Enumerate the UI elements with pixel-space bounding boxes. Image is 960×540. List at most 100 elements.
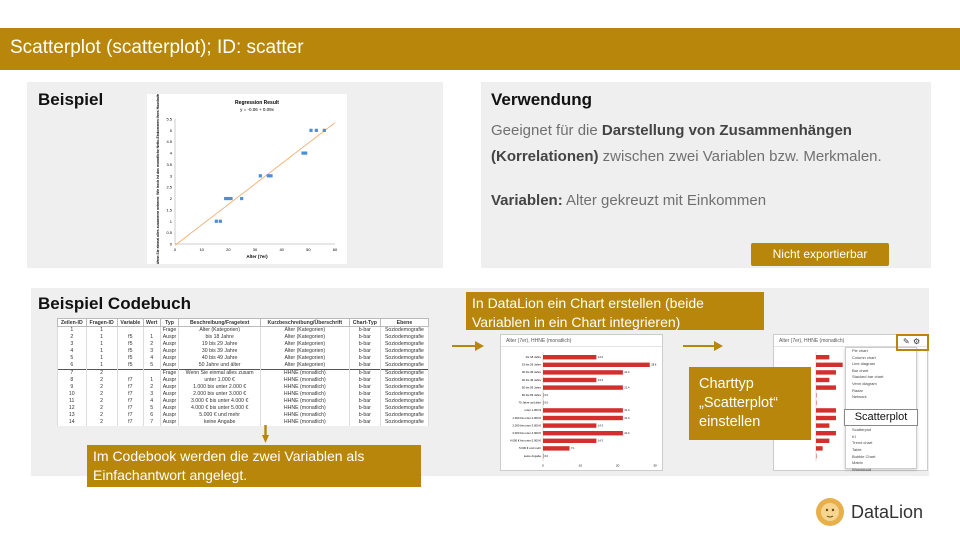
table-cell: HHNE (monatlich) xyxy=(259,418,350,426)
table-header-cell: Kurzbeschreibung/Überschrift xyxy=(259,318,350,327)
scatter-point xyxy=(240,196,244,201)
scatter-point xyxy=(322,128,326,132)
bar-label: keine Angabe xyxy=(524,454,541,458)
menu-item[interactable]: Stacked bar chart xyxy=(852,374,884,380)
bar-value: 14.3 xyxy=(598,423,604,427)
menu-item[interactable]: Column chart xyxy=(852,354,876,360)
table-cell: b-bar xyxy=(348,397,381,405)
menu-item[interactable]: Network xyxy=(852,394,867,400)
usage-panel: Verwendung Geeignet für die Darstellung … xyxy=(481,82,931,268)
table-cell: f5 xyxy=(116,354,144,362)
bar-label: bis 18 Jahre xyxy=(526,355,542,359)
menu-item[interactable]: Matrix xyxy=(852,460,863,466)
charttype-screenshot-header: Alter (7er), HHNE (monatlich) xyxy=(774,335,927,347)
menu-item[interactable]: Table xyxy=(852,446,862,452)
gear-icon[interactable]: ⚙ xyxy=(913,337,921,346)
datalion-chart-screenshot: Alter (7er), HHNE (monatlich) bis 18 Jah… xyxy=(500,334,663,471)
menu-item[interactable] xyxy=(846,401,916,408)
table-cell: Auspr xyxy=(159,340,180,348)
scatter-point xyxy=(269,174,273,178)
table-row: 9 2 f7 2 Auspr 1.000 bis unter 2.000 € HHNE (m… xyxy=(57,383,430,391)
table-cell: Soziodemografie xyxy=(379,347,430,355)
bar xyxy=(543,362,650,367)
y-tick-label: 2 xyxy=(170,196,173,201)
menu-item[interactable]: Radar xyxy=(852,387,863,393)
charttype-note-line3: einstellen xyxy=(699,414,761,430)
menu-item[interactable]: Bar chart xyxy=(852,367,869,373)
charttype-note-line1: Charttyp xyxy=(699,376,754,392)
table-cell: Auspr xyxy=(159,418,180,426)
table-cell: 13 xyxy=(57,411,87,419)
usage-text-pre: Geeignet für die xyxy=(491,122,602,139)
table-cell xyxy=(116,326,144,334)
chart-type-menu[interactable]: Pie chart Column chart Line diagram Bar cha… xyxy=(845,347,917,472)
table-cell: f5 xyxy=(116,347,144,355)
table-cell: b-bar xyxy=(348,390,381,398)
table-cell: unter 1.000 € xyxy=(178,376,261,384)
table-cell: Alter (Kategorien) xyxy=(259,347,350,355)
menu-item[interactable]: Bubble Chart xyxy=(852,453,876,459)
menu-item[interactable]: KI xyxy=(852,433,856,439)
table-cell: 2 xyxy=(85,390,118,398)
table-cell: Frage xyxy=(159,368,180,377)
x-tick-label: 10 xyxy=(199,247,204,252)
table-cell: Auspr xyxy=(159,376,180,384)
menu-item[interactable]: Pie chart xyxy=(852,348,868,353)
menu-item[interactable]: Wordcloud xyxy=(852,466,872,472)
scatter-point xyxy=(304,151,308,155)
bar-value: 21.4 xyxy=(624,385,630,389)
table-cell: 1.000 bis unter 2.000 € xyxy=(178,383,261,391)
table-cell: Alter (Kategorien) xyxy=(259,340,350,348)
bar-value: 14.3 xyxy=(598,355,604,359)
table-cell: Auspr xyxy=(159,397,180,405)
not-exportable-button[interactable]: Nicht exportierbar xyxy=(751,243,889,266)
y-tick-label: 4.5 xyxy=(166,139,172,144)
table-cell: 14 xyxy=(57,418,87,426)
bar xyxy=(816,438,830,443)
table-cell: HHNE (monatlich) xyxy=(259,368,350,377)
codebook-table: Zeilen-ID Fragen-ID Variable Wert Typ Beschre… xyxy=(57,318,430,426)
table-cell: 5.000 € und mehr xyxy=(178,411,261,419)
bar xyxy=(816,393,817,398)
scatter-point xyxy=(301,151,305,155)
bar xyxy=(543,453,544,459)
menu-item[interactable]: Line diagram xyxy=(852,361,876,367)
bar-value: 0.0 xyxy=(545,454,549,458)
table-row: 14 2 f7 7 Auspr keine Angabe HHNE (monatlich) b… xyxy=(57,418,430,426)
example-heading: Beispiel xyxy=(38,90,104,109)
table-row: 3 1 f5 2 Auspr 19 bis 29 Jahre Alter (Kategori… xyxy=(57,340,430,348)
table-cell: Auspr xyxy=(159,390,180,398)
table-cell: f5 xyxy=(116,340,144,348)
table-cell: b-bar xyxy=(348,368,381,377)
table-row: 12 2 f7 5 Auspr 4.000 € bis unter 5.000 € HHNE… xyxy=(57,404,430,412)
table-cell: 2 xyxy=(85,418,118,426)
menu-item[interactable]: Venn diagram xyxy=(852,380,877,386)
menu-item[interactable]: Trend chart xyxy=(852,440,873,446)
bar-label: 70 Jahre und älter xyxy=(518,401,541,405)
table-cell: 2 xyxy=(85,383,118,391)
table-cell: 8 xyxy=(57,376,87,384)
table-cell: bis 18 Jahre xyxy=(178,333,261,341)
table-cell: 7 xyxy=(57,368,87,377)
table-cell: 3 xyxy=(142,390,161,398)
table-cell: 1 xyxy=(85,347,118,355)
table-cell: Soziodemografie xyxy=(379,390,430,398)
y-tick-label: 4 xyxy=(170,151,173,156)
table-cell: Soziodemografie xyxy=(379,368,430,377)
scatter-chart-svg: Regression Result y = -0.06 + 0.09x Wenn… xyxy=(156,73,338,264)
table-cell: Soziodemografie xyxy=(379,340,430,348)
scatter-equation: y = -0.06 + 0.09x xyxy=(240,107,275,112)
table-cell: 9 xyxy=(57,383,87,391)
table-cell: b-bar xyxy=(348,354,381,362)
table-cell: Auspr xyxy=(159,383,180,391)
bar xyxy=(543,423,597,428)
table-row: 4 1 f5 3 Auspr 30 bis 39 Jahre Alter (Kategori… xyxy=(57,347,430,355)
table-cell: HHNE (monatlich) xyxy=(259,390,350,398)
bar-chart-svg: bis 18 Jahre 14.3 19 bis 29 Jahre 28.6 30 bi… xyxy=(510,352,657,467)
table-cell: 2.000 bis unter 3.000 € xyxy=(178,390,261,398)
table-cell: Wenn Sie einmal alles zusam xyxy=(178,368,261,377)
scatter-point xyxy=(229,196,233,201)
scatterplot-menu-option[interactable]: Scatterplot xyxy=(844,409,918,426)
edit-icon[interactable]: ✎ xyxy=(903,337,910,346)
menu-item[interactable]: Scatterplot xyxy=(852,427,872,433)
